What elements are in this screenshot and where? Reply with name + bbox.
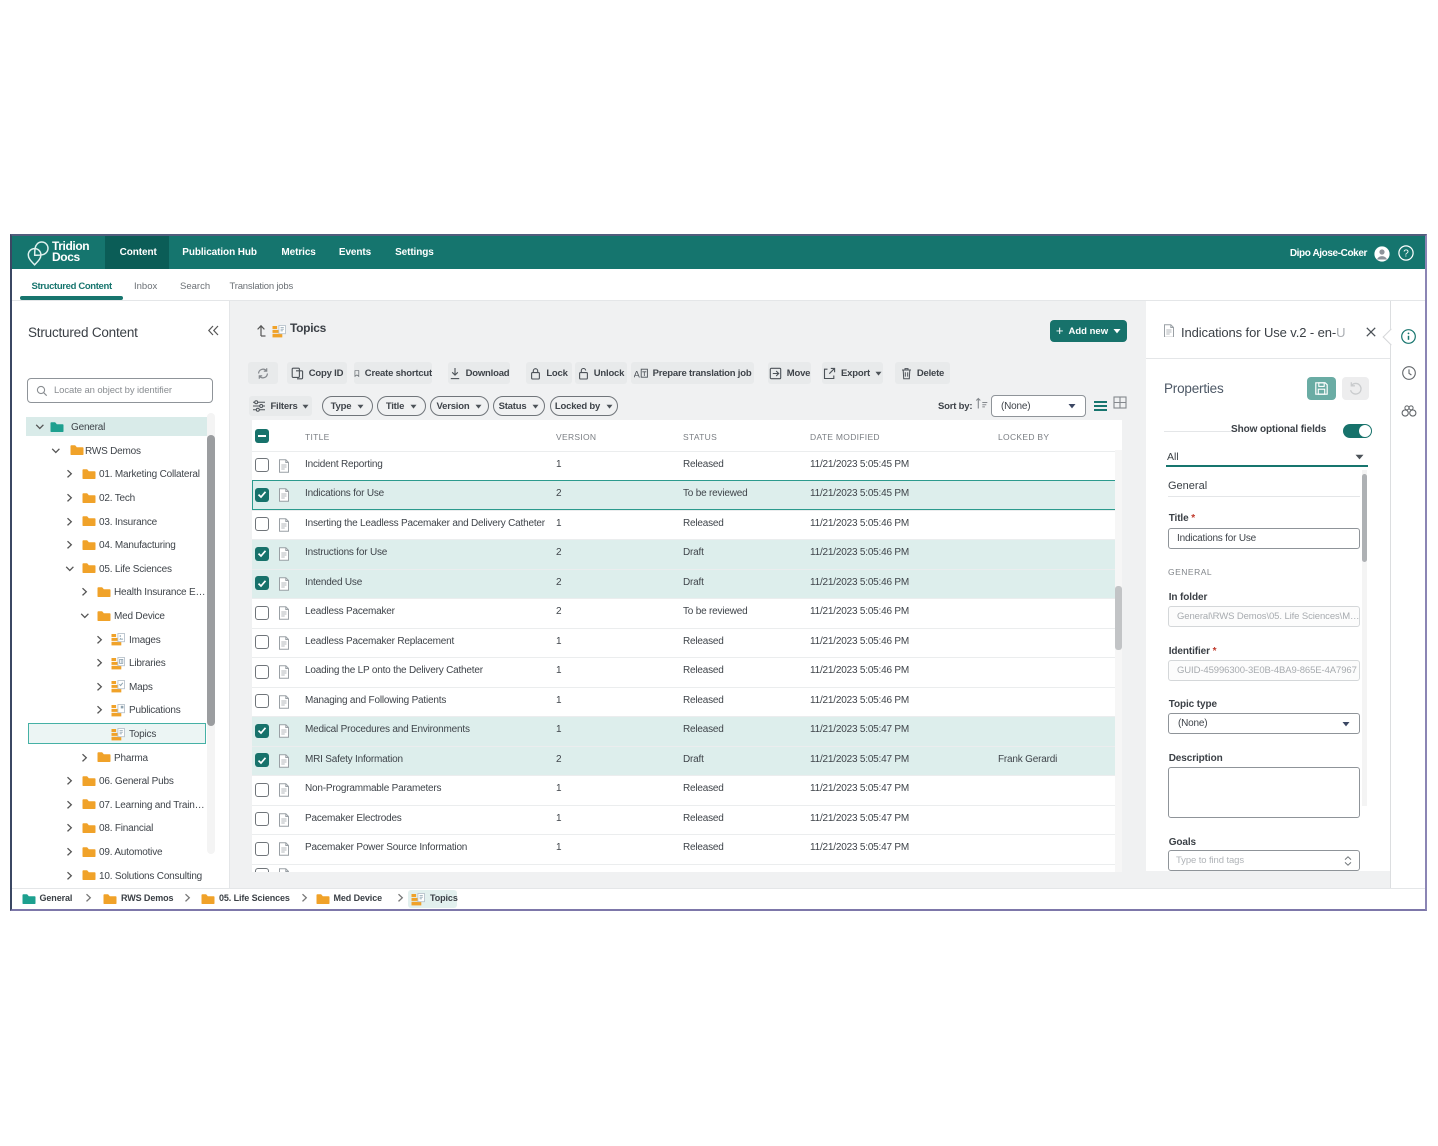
svg-text:?: ? — [1403, 249, 1409, 260]
svg-text:A: A — [634, 369, 641, 380]
